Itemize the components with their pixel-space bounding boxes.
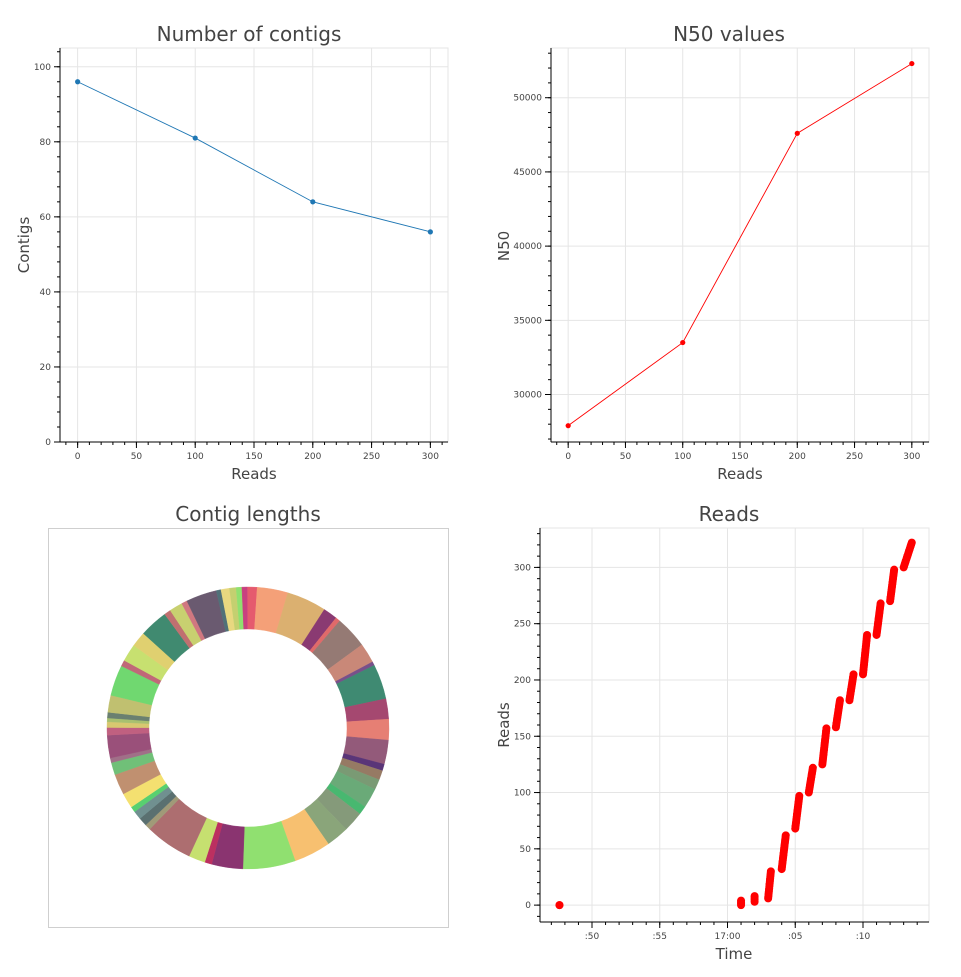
data-point bbox=[795, 791, 804, 800]
n50-y-label: N50 bbox=[495, 231, 513, 261]
x-tick-label: :10 bbox=[856, 932, 871, 942]
n50-ticks: 0 50 100 150 200 250 300 30000 35000 40000 45000 50… bbox=[513, 52, 924, 462]
data-point bbox=[890, 565, 899, 574]
y-tick-label: 100 bbox=[34, 63, 51, 73]
data-point bbox=[680, 339, 686, 346]
y-tick-label: 150 bbox=[514, 732, 531, 742]
x-tick-label: 50 bbox=[131, 452, 143, 462]
x-tick-label: 150 bbox=[245, 452, 262, 462]
reads-series bbox=[555, 538, 916, 910]
data-point bbox=[766, 867, 775, 876]
y-tick-label: 0 bbox=[45, 438, 51, 448]
x-tick-label: :50 bbox=[585, 932, 600, 942]
y-tick-label: 30000 bbox=[513, 391, 542, 401]
x-tick-label: 100 bbox=[187, 452, 204, 462]
contigs-series bbox=[75, 79, 433, 235]
x-tick-label: 250 bbox=[363, 452, 380, 462]
y-tick-label: 50 bbox=[520, 845, 532, 855]
x-tick-label: 50 bbox=[620, 452, 632, 462]
data-point bbox=[565, 423, 571, 429]
data-point bbox=[849, 670, 858, 679]
x-tick-label: 0 bbox=[565, 452, 571, 462]
data-point bbox=[808, 763, 817, 772]
contigs-x-label: Reads bbox=[231, 465, 277, 483]
contigs-ticks: 0 50 100 150 200 250 300 0 20 40 60 80 100 bbox=[34, 51, 443, 462]
x-tick-label: 300 bbox=[903, 452, 920, 462]
series-line bbox=[567, 63, 913, 427]
panel-n50: N50 values 0 50 100 150 200 250 300 30000 35000 4… bbox=[495, 22, 930, 483]
data-point bbox=[909, 60, 915, 67]
y-tick-label: 0 bbox=[525, 901, 531, 911]
data-point bbox=[876, 599, 885, 608]
reads-plot-frame bbox=[539, 527, 930, 923]
x-tick-label: :05 bbox=[788, 932, 802, 942]
n50-title: N50 values bbox=[673, 22, 785, 46]
lengths-slices bbox=[106, 586, 390, 870]
data-point bbox=[427, 229, 433, 235]
data-point bbox=[835, 696, 844, 705]
series-line bbox=[77, 81, 431, 233]
reads-y-label: Reads bbox=[495, 702, 513, 748]
n50-series bbox=[565, 60, 915, 429]
y-tick-label: 35000 bbox=[513, 316, 542, 326]
n50-grid bbox=[551, 48, 929, 442]
y-tick-label: 40 bbox=[40, 288, 52, 298]
data-point bbox=[75, 79, 81, 85]
x-tick-label: 200 bbox=[789, 452, 806, 462]
data-point bbox=[863, 630, 872, 639]
panel-contigs: Number of contigs 0 50 100 150 200 250 300 0 20 4… bbox=[15, 22, 449, 483]
x-tick-label: 0 bbox=[75, 452, 81, 462]
y-tick-label: 60 bbox=[40, 213, 52, 223]
y-tick-label: 80 bbox=[40, 138, 52, 148]
n50-x-label: Reads bbox=[717, 465, 763, 483]
y-tick-label: 45000 bbox=[513, 168, 542, 178]
x-tick-label: 17:00 bbox=[715, 932, 741, 942]
data-point bbox=[555, 901, 564, 910]
x-tick-label: :55 bbox=[653, 932, 667, 942]
contigs-grid bbox=[60, 48, 448, 443]
panel-reads: Reads :50 :55 17:00 :05 :10 0 50 100 150 200 250 30… bbox=[495, 502, 930, 963]
data-point bbox=[750, 892, 759, 901]
x-tick-label: 150 bbox=[731, 452, 748, 462]
data-point bbox=[907, 538, 916, 547]
y-tick-label: 40000 bbox=[513, 242, 542, 252]
y-tick-label: 20 bbox=[40, 363, 52, 373]
panel-lengths: Contig lengths bbox=[48, 502, 449, 928]
reads-grid bbox=[540, 528, 929, 922]
reads-x-label: Time bbox=[715, 945, 753, 963]
data-point bbox=[781, 831, 790, 840]
contigs-y-label: Contigs bbox=[15, 217, 33, 274]
x-tick-label: 200 bbox=[304, 452, 321, 462]
reads-ticks: :50 :55 17:00 :05 :10 0 50 100 150 200 250 300 bbox=[514, 533, 918, 942]
data-point bbox=[822, 724, 831, 733]
data-point bbox=[192, 135, 198, 141]
x-tick-label: 250 bbox=[846, 452, 863, 462]
y-tick-label: 100 bbox=[514, 789, 531, 799]
pie-slice bbox=[241, 586, 248, 630]
reads-title: Reads bbox=[699, 502, 760, 526]
lengths-title: Contig lengths bbox=[175, 502, 321, 526]
x-tick-label: 300 bbox=[422, 452, 439, 462]
y-tick-label: 200 bbox=[514, 676, 531, 686]
y-tick-label: 50000 bbox=[513, 94, 542, 104]
data-point bbox=[737, 896, 746, 905]
x-tick-label: 100 bbox=[674, 452, 691, 462]
data-point bbox=[794, 130, 800, 136]
contigs-title: Number of contigs bbox=[157, 22, 342, 46]
data-point bbox=[310, 199, 316, 205]
y-tick-label: 250 bbox=[514, 620, 531, 630]
y-tick-label: 300 bbox=[514, 563, 531, 573]
